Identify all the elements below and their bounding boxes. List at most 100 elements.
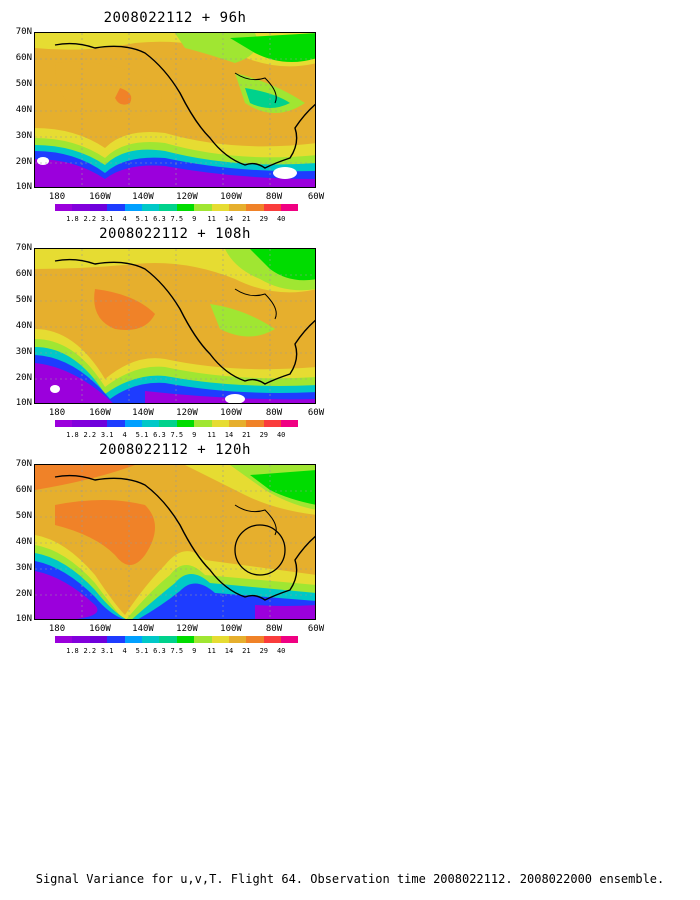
lat-label: 60N — [15, 53, 32, 63]
lon-label: 100W — [220, 192, 242, 202]
colorbar-label: 4 — [122, 431, 127, 439]
map-area — [34, 464, 316, 620]
colorbar-label: 11 — [207, 431, 216, 439]
lat-label: 20N — [15, 373, 32, 383]
lon-label: 60W — [307, 408, 325, 418]
map-panel-2: 2008022112 + 108h — [0, 226, 700, 442]
lon-label: 160W — [89, 624, 111, 634]
colorbar-swatch — [263, 636, 282, 643]
colorbar-label: 5.1 — [135, 647, 149, 655]
colorbar-swatch — [176, 420, 195, 427]
contour-map — [35, 33, 315, 187]
colorbar-swatch — [281, 636, 299, 643]
colorbar-label: 5.1 — [135, 215, 149, 223]
lat-label: 10N — [15, 182, 32, 192]
lon-label: 80W — [265, 624, 283, 634]
lon-label: 80W — [265, 408, 283, 418]
colorbar-label: 29 — [259, 215, 269, 223]
map-panel-1: 2008022112 + 96h — [0, 10, 700, 226]
lon-label: 60W — [307, 192, 325, 202]
colorbar-swatch — [124, 204, 142, 211]
colorbar-label: 1.8 — [66, 215, 79, 223]
colorbar-swatch — [263, 204, 282, 211]
colorbar-swatch — [211, 420, 229, 427]
colorbar-swatch — [176, 204, 195, 211]
lon-label: 120W — [176, 192, 198, 202]
colorbar-swatch — [107, 204, 125, 211]
colorbar-label: 21 — [242, 647, 251, 655]
colorbar-label: 40 — [276, 647, 286, 655]
colorbar — [55, 204, 299, 211]
colorbar-swatch — [228, 420, 247, 427]
colorbar-swatch — [176, 636, 195, 643]
lon-label: 180 — [48, 624, 66, 634]
map-area — [34, 32, 316, 188]
lon-label: 180 — [48, 408, 66, 418]
colorbar-label: 9 — [192, 647, 197, 655]
colorbar-swatch — [211, 204, 229, 211]
lat-label: 40N — [15, 321, 32, 331]
lat-label: 20N — [15, 157, 32, 167]
lon-label: 140W — [132, 624, 154, 634]
lat-label: 70N — [15, 27, 32, 37]
colorbar-swatch — [159, 204, 177, 211]
lat-label: 40N — [15, 105, 32, 115]
colorbar-label: 14 — [224, 647, 234, 655]
colorbar-label: 3.1 — [100, 647, 114, 655]
lon-label: 120W — [176, 408, 198, 418]
lat-label: 10N — [15, 398, 32, 408]
colorbar-swatch — [55, 204, 73, 211]
lat-label: 30N — [15, 563, 32, 573]
lon-label: 180 — [48, 192, 66, 202]
lat-label: 60N — [15, 269, 32, 279]
colorbar-label: 1.8 — [66, 431, 79, 439]
colorbar-label: 6.3 — [153, 431, 166, 439]
lon-label: 140W — [132, 408, 154, 418]
colorbar-label: 4 — [122, 647, 127, 655]
colorbar-label: 14 — [224, 431, 234, 439]
colorbar-label: 14 — [224, 215, 234, 223]
colorbar-label: 6.3 — [153, 215, 166, 223]
colorbar-swatch — [246, 636, 264, 643]
figure-caption: Signal Variance for u,v,T. Flight 64. Ob… — [35, 872, 665, 886]
colorbar — [55, 420, 299, 427]
colorbar-label: 29 — [259, 431, 269, 439]
colorbar-swatch — [72, 204, 90, 211]
panel-title: 2008022112 + 108h — [99, 226, 251, 242]
colorbar-swatch — [141, 420, 160, 427]
colorbar-swatch — [246, 420, 264, 427]
lat-label: 10N — [15, 614, 32, 624]
map-panel-3: 2008022112 + 120h — [0, 442, 700, 658]
colorbar-label: 40 — [276, 431, 286, 439]
colorbar-swatch — [194, 204, 212, 211]
colorbar-label: 7.5 — [170, 431, 184, 439]
map-area — [34, 248, 316, 404]
colorbar-swatch — [107, 420, 125, 427]
colorbar-label: 3.1 — [100, 215, 114, 223]
highlight-circle — [234, 524, 286, 576]
colorbar-swatch — [263, 420, 282, 427]
colorbar-swatch — [246, 204, 264, 211]
colorbar-label: 7.5 — [170, 647, 184, 655]
lon-label: 120W — [176, 624, 198, 634]
colorbar-swatch — [141, 204, 160, 211]
colorbar-swatch — [89, 204, 108, 211]
colorbar-swatch — [194, 636, 212, 643]
colorbar-label: 2.2 — [83, 215, 97, 223]
colorbar-label: 9 — [192, 431, 197, 439]
colorbar-label: 5.1 — [135, 431, 149, 439]
colorbar-swatch — [159, 636, 177, 643]
colorbar-swatch — [281, 420, 299, 427]
contour-map — [35, 465, 315, 619]
colorbar-label: 11 — [207, 215, 216, 223]
panel-title: 2008022112 + 96h — [103, 10, 247, 26]
colorbar-label: 21 — [242, 215, 251, 223]
colorbar-label: 1.8 — [66, 647, 79, 655]
colorbar-swatch — [55, 420, 73, 427]
lat-label: 50N — [15, 295, 32, 305]
lon-label: 60W — [307, 624, 325, 634]
lon-label: 80W — [265, 192, 283, 202]
colorbar-label: 3.1 — [100, 431, 114, 439]
colorbar-label: 21 — [242, 431, 251, 439]
colorbar-label: 40 — [276, 215, 286, 223]
